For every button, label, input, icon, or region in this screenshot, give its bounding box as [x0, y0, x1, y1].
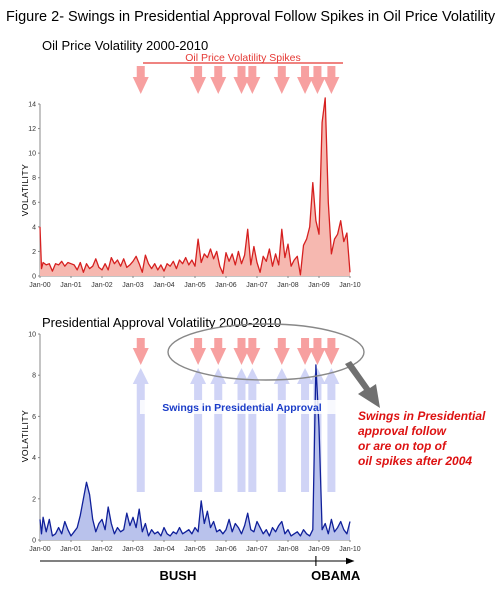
approval-x-tick-label: Jan-02	[91, 546, 113, 553]
oil-x-tick-label: Jan-01	[60, 282, 82, 289]
oil-spike-arrow	[210, 66, 227, 94]
approval-chart-title: Presidential Approval Volatility 2000-20…	[42, 315, 281, 330]
oil-spike-arrow	[273, 66, 290, 94]
approval-x-tick-label: Jan-01	[60, 546, 82, 553]
callout-line: oil spikes after 2004	[358, 454, 472, 468]
approval-y-tick-label: 6	[32, 414, 36, 421]
oil-y-tick-label: 12	[28, 126, 36, 133]
swings-label-background	[140, 400, 340, 414]
oil-spike-arrow	[244, 66, 261, 94]
approval-y-tick-label: 8	[32, 373, 36, 380]
approval-swing-arrow	[190, 368, 207, 492]
oil-y-tick-label: 10	[28, 151, 36, 158]
oil-y-tick-label: 2	[32, 249, 36, 256]
oil-y-tick-label: 0	[32, 274, 36, 281]
oil-series-area	[40, 97, 350, 277]
oil-x-tick-label: Jan-07	[246, 282, 268, 289]
approval-x-tick-label: Jan-07	[246, 546, 268, 553]
oil-series-line	[39, 97, 351, 276]
approval-oil-spike-arrow	[244, 338, 261, 365]
approval-y-tick-label: 2	[32, 496, 36, 503]
oil-spike-arrows	[132, 66, 340, 94]
approval-swing-arrow	[233, 368, 250, 492]
oil-spike-arrow	[309, 66, 326, 94]
approval-y-tick-label: 10	[28, 332, 36, 339]
oil-spike-arrow	[190, 66, 207, 94]
callout-line: approval follow	[358, 424, 447, 438]
oil-plot-area: 0 2 4 6 8 10 12 14 Jan-00 Jan-01 Jan-02 Jan-03 Jan-0…	[28, 97, 361, 289]
approval-swing-arrow	[273, 368, 290, 492]
approval-x-tick-label: Jan-03	[122, 546, 144, 553]
approval-x-tick-label: Jan-06	[215, 546, 237, 553]
oil-x-tick-label: Jan-09	[308, 282, 330, 289]
approval-oil-spike-arrow	[190, 338, 207, 365]
approval-y-tick-label: 4	[32, 455, 36, 462]
approval-spike-arrows	[132, 338, 340, 492]
approval-swing-arrow	[210, 368, 227, 492]
approval-x-tick-label: Jan-05	[184, 546, 206, 553]
oil-spike-arrow	[132, 66, 149, 94]
oil-y-axis-label: VOLATILITY	[20, 164, 30, 217]
approval-x-tick-label: Jan-00	[29, 546, 51, 553]
approval-oil-spike-arrow	[309, 338, 326, 365]
approval-swing-arrow	[244, 368, 261, 492]
callout-line: or are on top of	[358, 439, 447, 453]
oil-spikes-label: Oil Price Volatility Spikes	[185, 52, 301, 64]
approval-x-tick-label: Jan-09	[308, 546, 330, 553]
approval-oil-spike-arrow	[273, 338, 290, 365]
oil-x-tick-label: Jan-06	[215, 282, 237, 289]
oil-x-tick-label: Jan-00	[29, 282, 51, 289]
approval-x-tick-label: Jan-10	[339, 546, 361, 553]
approval-oil-spike-arrow	[132, 338, 149, 365]
approval-plot-area: 0 2 4 6 8 10 Jan-00 Jan-01 Jan-02 Jan-03 Jan-04 Jan…	[28, 332, 361, 554]
approval-y-tick-label: 0	[32, 538, 36, 545]
callout-arrow	[345, 361, 380, 408]
approval-x-tick-label: Jan-08	[277, 546, 299, 553]
presidential-era-timeline: BUSH OBAMA	[40, 556, 361, 583]
era-label-bush: BUSH	[160, 568, 197, 583]
approval-oil-spike-arrow	[210, 338, 227, 365]
approval-swing-arrow	[323, 368, 340, 492]
oil-x-tick-label: Jan-04	[153, 282, 175, 289]
figure-title: Figure 2- Swings in Presidential Approva…	[6, 9, 496, 25]
oil-y-tick-label: 4	[32, 224, 36, 231]
approval-swing-arrow	[132, 368, 149, 492]
approval-x-tick-label: Jan-04	[153, 546, 175, 553]
oil-chart-title: Oil Price Volatility 2000-2010	[42, 38, 208, 53]
oil-spike-arrow	[323, 66, 340, 94]
era-label-obama: OBAMA	[311, 568, 361, 583]
oil-y-tick-label: 6	[32, 200, 36, 207]
approval-series-line	[39, 364, 351, 537]
oil-x-tick-label: Jan-02	[91, 282, 113, 289]
oil-x-tick-label: Jan-03	[122, 282, 144, 289]
spike-highlight-ellipse	[167, 323, 365, 381]
oil-spike-arrow	[233, 66, 250, 94]
approval-series-area	[40, 364, 350, 540]
approval-swing-arrow	[297, 368, 314, 492]
oil-y-tick-label: 14	[28, 102, 36, 109]
approval-y-axis-label: VOLATILITY	[20, 410, 30, 463]
oil-y-tick-label: 8	[32, 175, 36, 182]
approval-oil-spike-arrow	[233, 338, 250, 365]
approval-volatility-chart: Presidential Approval Volatility 2000-20…	[20, 315, 486, 553]
oil-x-tick-label: Jan-05	[184, 282, 206, 289]
oil-spike-arrow	[297, 66, 314, 94]
swings-label: Swings in Presidential Approval	[162, 402, 322, 414]
oil-volatility-chart: Oil Price Volatility 2000-2010 VOLATILIT…	[20, 38, 361, 289]
oil-x-tick-label: Jan-08	[277, 282, 299, 289]
approval-oil-spike-arrow	[323, 338, 340, 365]
approval-oil-spike-arrow	[297, 338, 314, 365]
callout-line: Swings in Presidential	[358, 409, 486, 423]
oil-x-tick-label: Jan-10	[339, 282, 361, 289]
